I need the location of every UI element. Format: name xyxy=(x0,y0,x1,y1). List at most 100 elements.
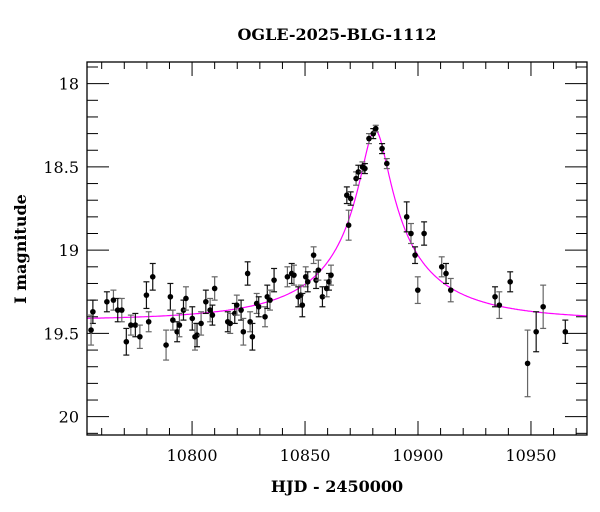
point-marker xyxy=(384,160,390,167)
data-point xyxy=(315,259,322,281)
point-marker xyxy=(227,320,234,327)
data-point xyxy=(343,186,350,205)
point-marker xyxy=(211,285,218,292)
point-marker xyxy=(328,272,334,278)
data-point xyxy=(299,292,306,318)
data-point xyxy=(110,289,117,311)
point-marker xyxy=(132,322,139,328)
point-marker xyxy=(524,360,531,367)
data-point xyxy=(524,329,531,398)
data-point xyxy=(407,222,414,245)
point-marker xyxy=(443,270,449,277)
data-point xyxy=(372,124,379,133)
point-marker xyxy=(403,214,410,220)
data-point xyxy=(267,289,274,311)
data-point xyxy=(167,282,174,311)
data-point xyxy=(118,297,125,323)
data-point xyxy=(496,291,503,320)
point-marker xyxy=(233,302,240,308)
point-marker xyxy=(249,333,256,340)
point-marker xyxy=(143,292,150,298)
data-point xyxy=(169,309,176,331)
chart-title: OGLE-2025-BLG-1112 xyxy=(237,25,436,44)
point-marker xyxy=(203,298,209,305)
data-point xyxy=(127,314,134,336)
data-point xyxy=(211,276,218,301)
data-point xyxy=(438,256,445,278)
point-marker xyxy=(315,267,322,273)
data-point xyxy=(143,281,150,310)
data-point xyxy=(89,299,96,325)
x-tick-label: 10850 xyxy=(280,446,331,465)
point-marker xyxy=(104,298,110,305)
data-point xyxy=(189,306,196,331)
y-tick-label: 19.5 xyxy=(43,324,79,343)
data-point xyxy=(271,267,278,293)
y-tick-label: 19 xyxy=(59,241,79,260)
data-point xyxy=(383,157,390,170)
point-marker xyxy=(207,307,213,313)
point-marker xyxy=(533,328,539,335)
point-marker xyxy=(372,125,379,132)
data-point xyxy=(421,221,428,246)
y-axis-label: I magnitude xyxy=(11,194,30,304)
data-point xyxy=(319,286,326,308)
point-marker xyxy=(326,279,332,285)
point-marker xyxy=(355,169,362,175)
data-point xyxy=(304,271,311,293)
point-marker xyxy=(366,135,372,142)
point-marker xyxy=(194,332,200,338)
data-points-layer xyxy=(88,124,569,398)
data-point xyxy=(163,329,170,361)
data-point xyxy=(347,191,354,206)
x-axis-label: HJD - 2450000 xyxy=(271,477,403,496)
point-marker xyxy=(344,192,350,199)
data-point xyxy=(136,324,143,350)
point-marker xyxy=(496,302,503,308)
point-marker xyxy=(299,302,306,308)
data-point xyxy=(233,294,240,316)
data-point xyxy=(492,286,499,308)
data-point xyxy=(240,317,247,346)
point-marker xyxy=(267,297,273,303)
data-point xyxy=(176,312,183,338)
point-marker xyxy=(163,342,169,348)
data-point xyxy=(443,262,450,285)
point-marker xyxy=(310,252,317,258)
data-point xyxy=(149,262,156,291)
point-marker xyxy=(137,333,143,340)
data-point xyxy=(345,209,352,241)
point-marker xyxy=(262,313,268,320)
data-point xyxy=(361,162,368,175)
point-marker xyxy=(284,274,291,280)
data-point xyxy=(412,246,419,265)
point-marker xyxy=(379,145,385,152)
data-point xyxy=(202,289,209,315)
data-point xyxy=(123,327,130,356)
model-curve xyxy=(87,129,587,319)
data-point xyxy=(507,271,514,293)
point-marker xyxy=(412,252,418,258)
point-marker xyxy=(562,328,569,335)
y-tick-label: 20 xyxy=(59,408,79,427)
point-marker xyxy=(347,195,354,202)
point-marker xyxy=(408,230,414,237)
point-marker xyxy=(244,270,251,277)
data-point xyxy=(198,311,205,336)
data-point xyxy=(290,264,297,286)
data-point xyxy=(249,322,256,351)
data-point xyxy=(209,304,216,326)
point-marker xyxy=(128,322,134,328)
data-point xyxy=(182,286,189,311)
data-point xyxy=(540,284,547,330)
data-point xyxy=(533,311,540,353)
point-marker xyxy=(492,293,498,300)
point-marker xyxy=(176,322,183,328)
data-point xyxy=(88,314,95,346)
data-point xyxy=(244,261,251,286)
data-point xyxy=(328,264,335,286)
point-marker xyxy=(304,279,311,285)
x-tick-label: 10950 xyxy=(506,446,557,465)
point-marker xyxy=(118,307,125,313)
point-marker xyxy=(291,272,297,278)
